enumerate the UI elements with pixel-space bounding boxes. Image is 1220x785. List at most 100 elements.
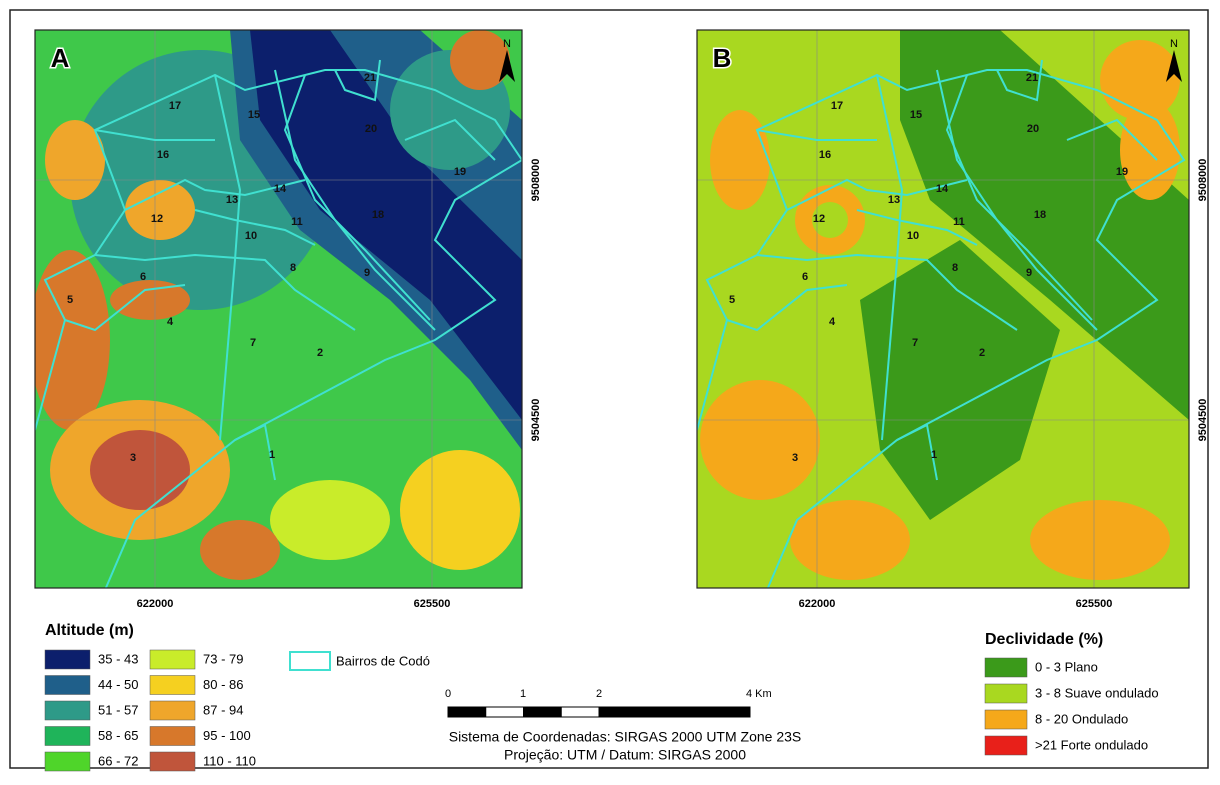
neighborhood-label: 13 (226, 194, 238, 206)
neighborhood-label: 1 (269, 449, 275, 461)
neighborhood-label: 16 (157, 149, 169, 161)
legend-swatch (150, 676, 195, 695)
scale-segment (561, 707, 599, 717)
neighborhood-label: 12 (151, 213, 163, 225)
neighborhood-label: 8 (290, 262, 296, 274)
slope-raster (697, 30, 1189, 588)
neighborhood-label: 2 (979, 347, 985, 359)
neighborhood-label: 12 (813, 213, 825, 225)
scale-segment (637, 707, 675, 717)
neighborhood-label: 10 (245, 230, 257, 242)
neighborhood-label: 11 (291, 216, 303, 228)
legend-label: 44 - 50 (98, 677, 138, 692)
neighborhood-label: 2 (317, 347, 323, 359)
scale-label: 0 (445, 688, 451, 700)
legend-swatch (45, 650, 90, 669)
legend-swatch (45, 752, 90, 771)
projection-text: Projeção: UTM / Datum: SIRGAS 2000 (504, 747, 746, 763)
neighborhood-label: 20 (1027, 123, 1039, 135)
legend-swatch (985, 658, 1027, 677)
neighborhood-label: 17 (831, 100, 843, 112)
neighborhood-label: 9 (364, 267, 370, 279)
neighborhood-label: 19 (1116, 166, 1128, 178)
legend-label: >21 Forte ondulado (1035, 737, 1148, 752)
neighborhood-label: 3 (792, 452, 798, 464)
neighborhood-label: 6 (802, 271, 808, 283)
legend-label: Bairros de Codó (336, 653, 430, 668)
altitude-raster (30, 30, 522, 588)
neighborhood-label: 21 (364, 72, 376, 84)
legend-label: 73 - 79 (203, 651, 243, 666)
neighborhood-label: 7 (250, 337, 256, 349)
legend-swatch (985, 710, 1027, 729)
neighborhood-label: 9 (1026, 267, 1032, 279)
legend-label: 95 - 100 (203, 728, 251, 743)
neighborhood-label: 3 (130, 452, 136, 464)
y-coordinate-label: 9508000 (530, 159, 542, 202)
legend-label: 3 - 8 Suave ondulado (1035, 685, 1159, 700)
figure: 123456789101112131415161718192021AN62200… (0, 0, 1220, 780)
legend-swatch (45, 676, 90, 695)
neighborhood-label: 4 (829, 316, 836, 328)
legend-label: 80 - 86 (203, 677, 243, 692)
neighborhood-label: 10 (907, 230, 919, 242)
neighborhood-label: 6 (140, 271, 146, 283)
neighborhood-label: 19 (454, 166, 466, 178)
scale-label: 1 (520, 688, 526, 700)
legend-swatch (150, 701, 195, 720)
neighborhood-label: 15 (910, 109, 922, 121)
neighborhood-label: 17 (169, 100, 181, 112)
legend-swatch (150, 727, 195, 746)
neighborhood-label: 1 (931, 449, 937, 461)
scale-segment (599, 707, 637, 717)
legend-swatch (985, 736, 1027, 755)
neighborhood-label: 8 (952, 262, 958, 274)
neighborhood-label: 21 (1026, 72, 1038, 84)
legend-swatch (45, 727, 90, 746)
x-coordinate-label: 622000 (799, 598, 836, 610)
page: {"panels": [ {"label": "A", "north": "N"… (0, 0, 1220, 780)
legend-label: 66 - 72 (98, 753, 138, 768)
legend-swatch (45, 701, 90, 720)
x-coordinate-label: 622000 (137, 598, 174, 610)
legend-swatch (150, 650, 195, 669)
scale-segment (675, 707, 713, 717)
scale-segment (712, 707, 750, 717)
legend-label: 0 - 3 Plano (1035, 659, 1098, 674)
neighborhood-label: 13 (888, 194, 900, 206)
legend-label: 58 - 65 (98, 728, 138, 743)
legend-label: 87 - 94 (203, 702, 243, 717)
panel-label: B (713, 43, 732, 73)
legend-title: Declividade (%) (985, 631, 1103, 648)
neighborhood-label: 20 (365, 123, 377, 135)
neighborhood-label: 14 (936, 183, 949, 195)
neighborhood-label: 16 (819, 149, 831, 161)
legend-label: 51 - 57 (98, 702, 138, 717)
x-coordinate-label: 625500 (1076, 598, 1113, 610)
north-arrow-label: N (1170, 38, 1178, 50)
scale-label: 4 Km (746, 688, 772, 700)
scale-segment (524, 707, 562, 717)
y-coordinate-label: 9504500 (1197, 399, 1209, 442)
panel-label: A (51, 43, 70, 73)
neighborhood-label: 5 (67, 294, 73, 306)
legend-label: 110 - 110 (203, 753, 256, 768)
scale-segment (486, 707, 524, 717)
neighborhood-label: 18 (372, 209, 384, 221)
neighborhood-label: 7 (912, 337, 918, 349)
neighborhood-label: 5 (729, 294, 735, 306)
legend-swatch (150, 752, 195, 771)
legend-label: 35 - 43 (98, 651, 138, 666)
y-coordinate-label: 9504500 (530, 399, 542, 442)
north-arrow-label: N (503, 38, 511, 50)
y-coordinate-label: 9508000 (1197, 159, 1209, 202)
neighborhood-label: 15 (248, 109, 260, 121)
neighborhood-label: 4 (167, 316, 174, 328)
projection-text: Sistema de Coordenadas: SIRGAS 2000 UTM … (449, 729, 802, 745)
neighborhood-label: 11 (953, 216, 965, 228)
scale-segment (448, 707, 486, 717)
legend-title: Altitude (m) (45, 622, 134, 639)
scale-label: 2 (596, 688, 602, 700)
legend-swatch (290, 652, 330, 670)
legend-swatch (985, 684, 1027, 703)
